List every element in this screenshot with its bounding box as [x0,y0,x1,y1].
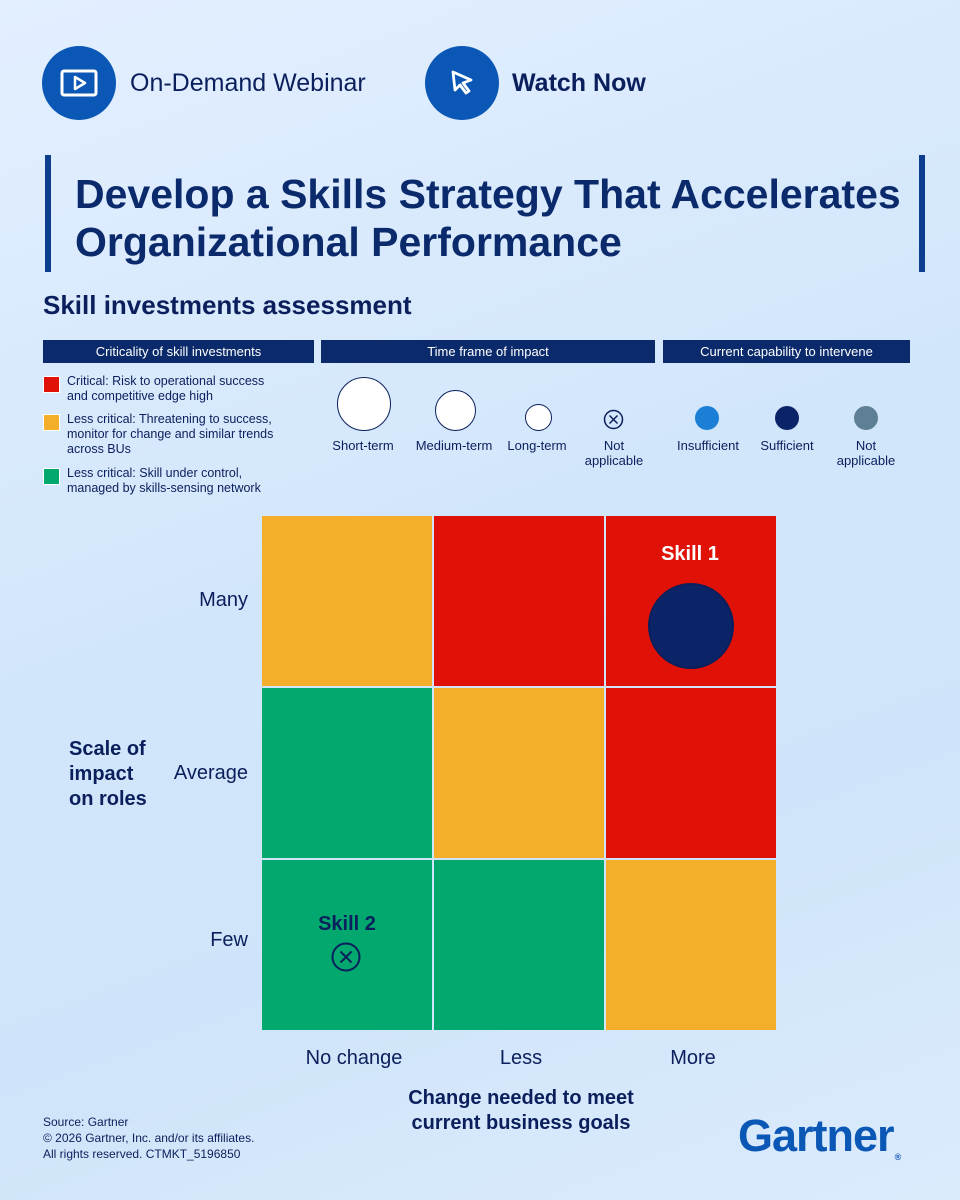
cursor-pointer-icon [451,70,473,95]
col-label-more: More [670,1047,716,1069]
legend-text: managed by skills-sensing network [67,481,261,495]
insufficient-dot [695,406,719,430]
sufficient-dot [775,406,799,430]
short-term-circle [337,377,391,431]
sufficient-label: Sufficient [760,438,814,453]
medium-term-label: Medium-term [415,438,493,453]
col-label-less: Less [499,1047,543,1069]
skill-1-marker [648,583,734,669]
legend-text: Less critical: Threatening to success, [67,412,272,426]
row-label-many: Many [199,589,248,611]
axis-line: Scale of [69,738,146,760]
matrix-cell-many-less [434,516,604,686]
legend-heading-capability: Current capability to intervene [663,340,910,363]
legend-text: Less critical: Skill under control, [67,466,243,480]
medium-term-circle [435,390,476,431]
video-play-icon [60,69,98,97]
gartner-logo-text: Gartner [738,1110,895,1161]
footnote-line: © 2026 Gartner, Inc. and/or its affiliat… [43,1131,255,1145]
webinar-label[interactable]: On-Demand Webinar [130,69,366,97]
legend-heading-criticality: Criticality of skill investments [43,340,314,363]
y-axis-title: Scale of impact on roles [69,737,147,812]
short-term-label: Short-term [332,438,394,453]
matrix-cell-average-no-change [262,688,432,858]
amber-swatch [43,414,60,431]
footnote-line: All rights reserved. CTMKT_5196850 [43,1147,241,1161]
watch-now-icon-badge[interactable] [425,46,499,120]
title-line-1: Develop a Skills Strategy That Accelerat… [75,171,901,217]
critical-swatch [43,376,60,393]
x-axis-title: Change needed to meet current business g… [361,1086,681,1136]
matrix-cell-few-no-change [262,860,432,1030]
legend-text: and competitive edge high [67,389,213,403]
legend-text: Critical: Risk to operational success [67,374,265,388]
timeframe-na-label: Not applicable [569,438,659,468]
gartner-logo[interactable]: Gartner® [738,1110,902,1162]
section-subtitle: Skill investments assessment [43,290,412,320]
title-line-2: Organizational Performance [75,219,622,265]
skill-2-label: Skill 2 [318,913,376,935]
title-right-bar [919,155,925,272]
registered-mark: ® [894,1152,902,1162]
col-label-no-change: No change [305,1047,403,1069]
page-title: Develop a Skills Strategy That Accelerat… [75,170,915,266]
axis-line: on roles [69,788,147,810]
webinar-icon-badge[interactable] [42,46,116,120]
label-line: applicable [836,453,896,468]
label-line: Not [603,438,625,453]
x-circle-icon [603,409,624,430]
legend-less-critical-amber-item: Less critical: Threatening to success, m… [43,412,303,457]
skill-2-x-circle-icon [331,942,361,972]
legend-less-critical-green-item: Less critical: Skill under control, mana… [43,466,303,496]
skill-1-label: Skill 1 [661,543,719,565]
long-term-label: Long-term [507,438,567,453]
matrix-cell-average-more [606,688,776,858]
long-term-circle [525,404,552,431]
legend-heading-timeframe: Time frame of impact [321,340,655,363]
capability-na-dot [854,406,878,430]
matrix-cell-many-no-change [262,516,432,686]
green-swatch [43,468,60,485]
matrix-cell-average-less [434,688,604,858]
source-footnote: Source: Gartner © 2026 Gartner, Inc. and… [43,1114,254,1162]
matrix-cell-few-less [434,860,604,1030]
legend-text: across BUs [67,442,131,456]
label-line: Not [855,438,877,453]
legend-text: monitor for change and similar trends [67,427,274,441]
row-label-average: Average [173,762,248,784]
axis-line: current business goals [411,1112,631,1134]
matrix-cell-few-more [606,860,776,1030]
footnote-line: Source: Gartner [43,1115,129,1129]
insufficient-label: Insufficient [677,438,739,453]
title-left-bar [45,155,51,272]
axis-line: impact [69,763,134,785]
capability-na-label: Not applicable [821,438,911,468]
row-label-few: Few [210,929,248,951]
legend-critical-item: Critical: Risk to operational success an… [43,374,303,404]
label-line: applicable [584,453,644,468]
axis-line: Change needed to meet [408,1087,634,1109]
watch-now-link[interactable]: Watch Now [512,69,646,97]
